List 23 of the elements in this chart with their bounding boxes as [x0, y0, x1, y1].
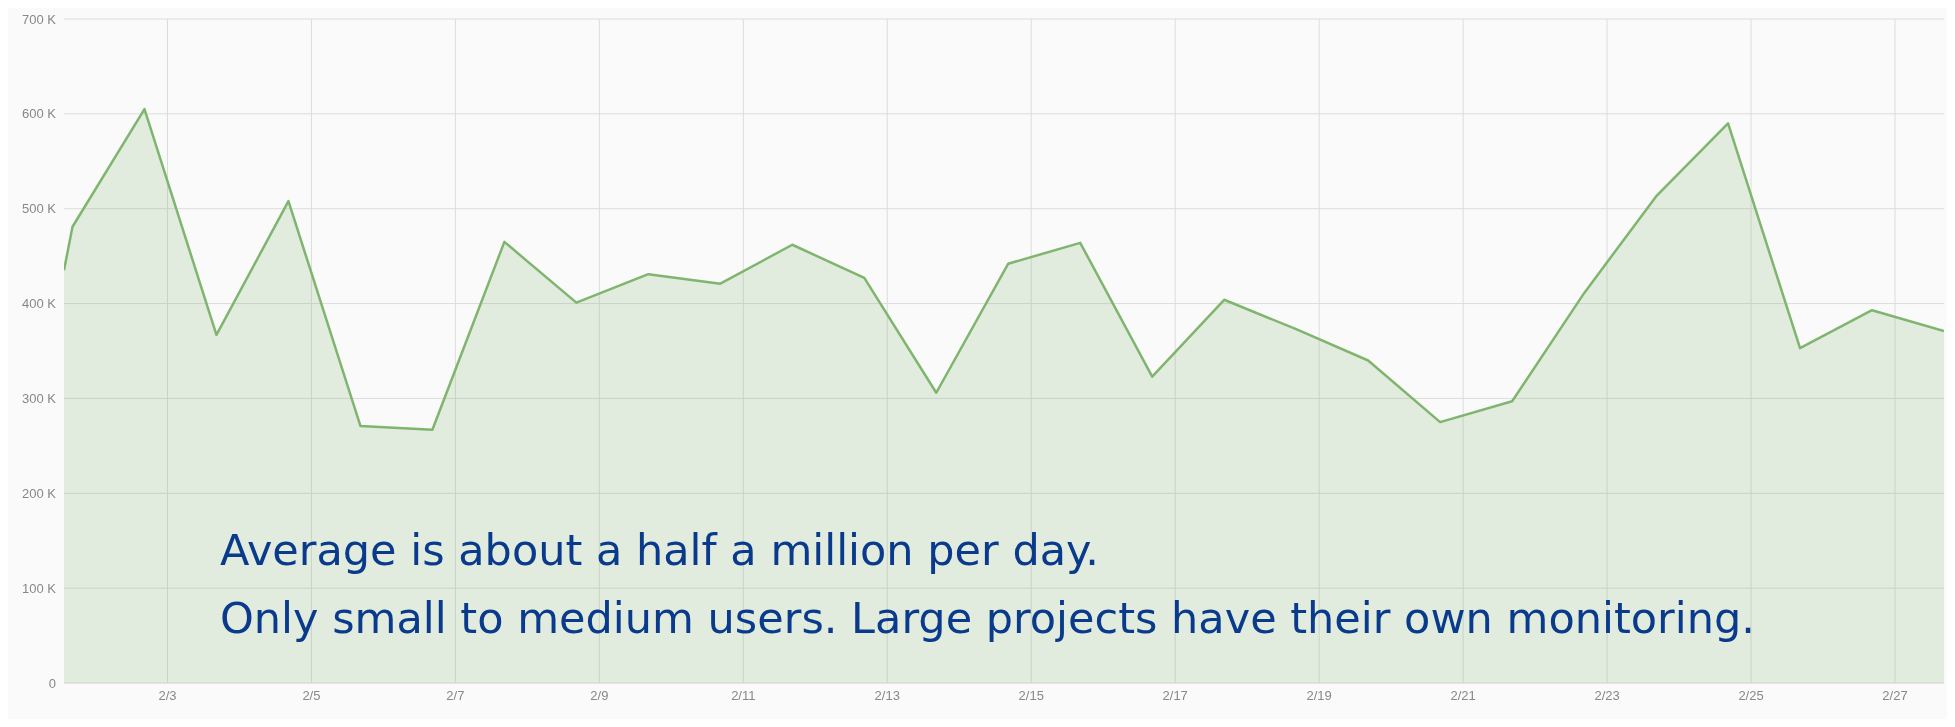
- x-tick-label: 2/3: [158, 688, 177, 704]
- annotation: Only small to medium users. Large projects have their own monitoring.: [220, 592, 1755, 645]
- annotation: Average is about a half a million per day.: [220, 524, 1101, 577]
- y-tick-label: 200 K: [22, 485, 57, 501]
- x-tick-label: 2/27: [1882, 688, 1908, 704]
- x-tick-label: 2/13: [874, 688, 900, 704]
- x-tick-label: 2/17: [1162, 688, 1188, 704]
- y-tick-label: 0: [48, 675, 56, 691]
- x-tick-label: 2/25: [1738, 688, 1764, 704]
- x-tick-label: 2/11: [731, 688, 756, 704]
- y-tick-label: 100 K: [22, 580, 57, 596]
- y-tick-label: 700 K: [22, 11, 57, 27]
- y-tick-label: 600 K: [22, 106, 57, 122]
- x-tick-label: 2/9: [590, 688, 609, 704]
- x-tick-label: 2/7: [446, 688, 465, 704]
- x-tick-label: 2/5: [302, 688, 321, 704]
- y-tick-label: 400 K: [22, 296, 57, 312]
- x-tick-label: 2/21: [1450, 688, 1476, 704]
- x-tick-label: 2/15: [1018, 688, 1044, 704]
- x-tick-label: 2/23: [1594, 688, 1620, 704]
- y-tick-label: 300 K: [22, 391, 57, 407]
- x-tick-label: 2/19: [1306, 688, 1332, 704]
- y-tick-label: 500 K: [22, 201, 57, 217]
